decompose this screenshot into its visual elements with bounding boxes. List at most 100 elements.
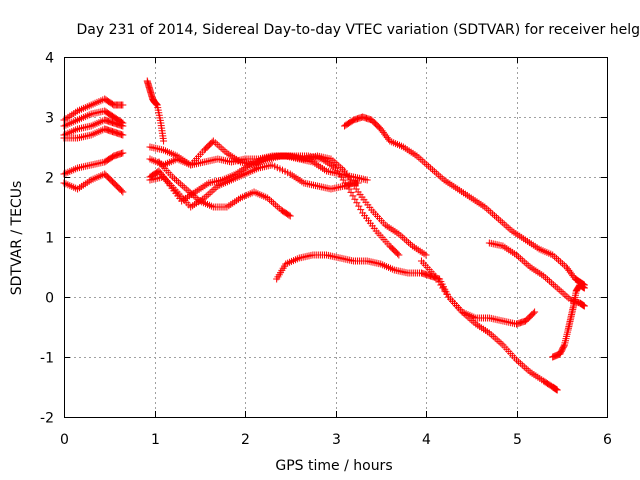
data-point — [337, 164, 345, 172]
data-point — [206, 189, 214, 197]
data-point — [560, 261, 568, 269]
data-point — [580, 284, 588, 292]
x-tick-label: 3 — [332, 432, 341, 448]
data-point — [518, 361, 526, 369]
data-point — [518, 256, 526, 264]
data-point — [417, 155, 425, 163]
data-point — [487, 331, 495, 339]
data-point — [415, 154, 423, 162]
data-point — [524, 261, 532, 269]
data-point — [174, 178, 182, 186]
data-point — [428, 166, 436, 174]
data-point — [553, 284, 561, 292]
data-point — [522, 260, 530, 268]
data-point — [354, 179, 362, 187]
data-point — [349, 192, 357, 200]
data-point — [556, 258, 564, 266]
data-point — [357, 206, 365, 214]
data-point — [470, 318, 478, 326]
data-point — [439, 284, 447, 292]
data-point — [401, 235, 409, 243]
data-point — [563, 293, 571, 301]
data-point — [555, 286, 563, 294]
series-arc-14 — [341, 113, 588, 289]
plot-frame — [64, 57, 608, 418]
data-point — [493, 336, 501, 344]
data-point — [502, 222, 510, 230]
data-point — [215, 142, 223, 150]
data-point — [529, 309, 537, 317]
data-point — [524, 366, 532, 374]
data-point — [432, 169, 440, 177]
data-point — [438, 174, 446, 182]
data-point — [549, 281, 557, 289]
data-point — [160, 137, 168, 145]
data-point — [497, 339, 505, 347]
data-point — [580, 302, 588, 310]
x-axis-label: GPS time / hours — [275, 458, 392, 474]
data-point — [460, 310, 468, 318]
data-point — [119, 122, 127, 130]
chart-title: Day 231 of 2014, Sidereal Day-to-day VTE… — [77, 22, 640, 38]
data-point — [487, 208, 495, 216]
data-point — [498, 218, 506, 226]
data-point — [558, 260, 566, 268]
data-point — [436, 173, 444, 181]
data-point — [561, 291, 569, 299]
data-point — [406, 240, 414, 248]
series-arc-4 — [60, 125, 127, 142]
data-point — [547, 279, 555, 287]
series-arc-11 — [146, 161, 362, 211]
data-point — [516, 359, 524, 367]
data-point — [403, 237, 411, 245]
y-tick-label: -1 — [40, 351, 54, 367]
series-arc-6 — [60, 170, 127, 196]
data-point — [202, 192, 210, 200]
x-tick-label: 4 — [422, 432, 431, 448]
data-point — [394, 250, 402, 258]
data-point — [363, 176, 371, 184]
data-point — [347, 188, 355, 196]
y-tick-label: -2 — [40, 411, 54, 427]
data-point — [520, 258, 528, 266]
data-point — [397, 232, 405, 240]
data-point — [500, 220, 508, 228]
data-point — [176, 180, 184, 188]
y-tick-label: 4 — [45, 51, 54, 67]
data-point — [182, 185, 190, 193]
data-point — [520, 363, 528, 371]
data-point — [506, 225, 514, 233]
data-point — [553, 254, 561, 262]
data-point — [286, 212, 294, 220]
data-point — [496, 217, 504, 225]
y-tick-label: 1 — [45, 231, 54, 247]
data-point — [210, 185, 218, 193]
data-point — [492, 213, 500, 221]
series-arc-7 — [143, 77, 168, 145]
data-point — [221, 147, 229, 155]
data-point — [542, 274, 550, 282]
x-tick-label: 5 — [513, 432, 522, 448]
data-point — [522, 365, 530, 373]
series-arc-5 — [60, 149, 127, 178]
data-point — [514, 358, 522, 366]
data-point — [555, 256, 563, 264]
data-point — [352, 185, 360, 193]
data-point — [485, 206, 493, 214]
data-point — [119, 101, 127, 109]
data-point — [560, 342, 568, 350]
data-point — [399, 233, 407, 241]
data-point — [178, 182, 186, 190]
data-point — [531, 308, 539, 316]
series-arc-3 — [60, 116, 127, 139]
data-point — [355, 202, 363, 210]
data-point — [423, 161, 431, 169]
data-point — [271, 201, 279, 209]
y-axis-label: SDTVAR / TECUs — [9, 181, 25, 296]
data-point — [285, 211, 293, 219]
y-tick-label: 3 — [45, 111, 54, 127]
data-point — [351, 195, 359, 203]
data-point — [557, 287, 565, 295]
data-point — [491, 334, 499, 342]
